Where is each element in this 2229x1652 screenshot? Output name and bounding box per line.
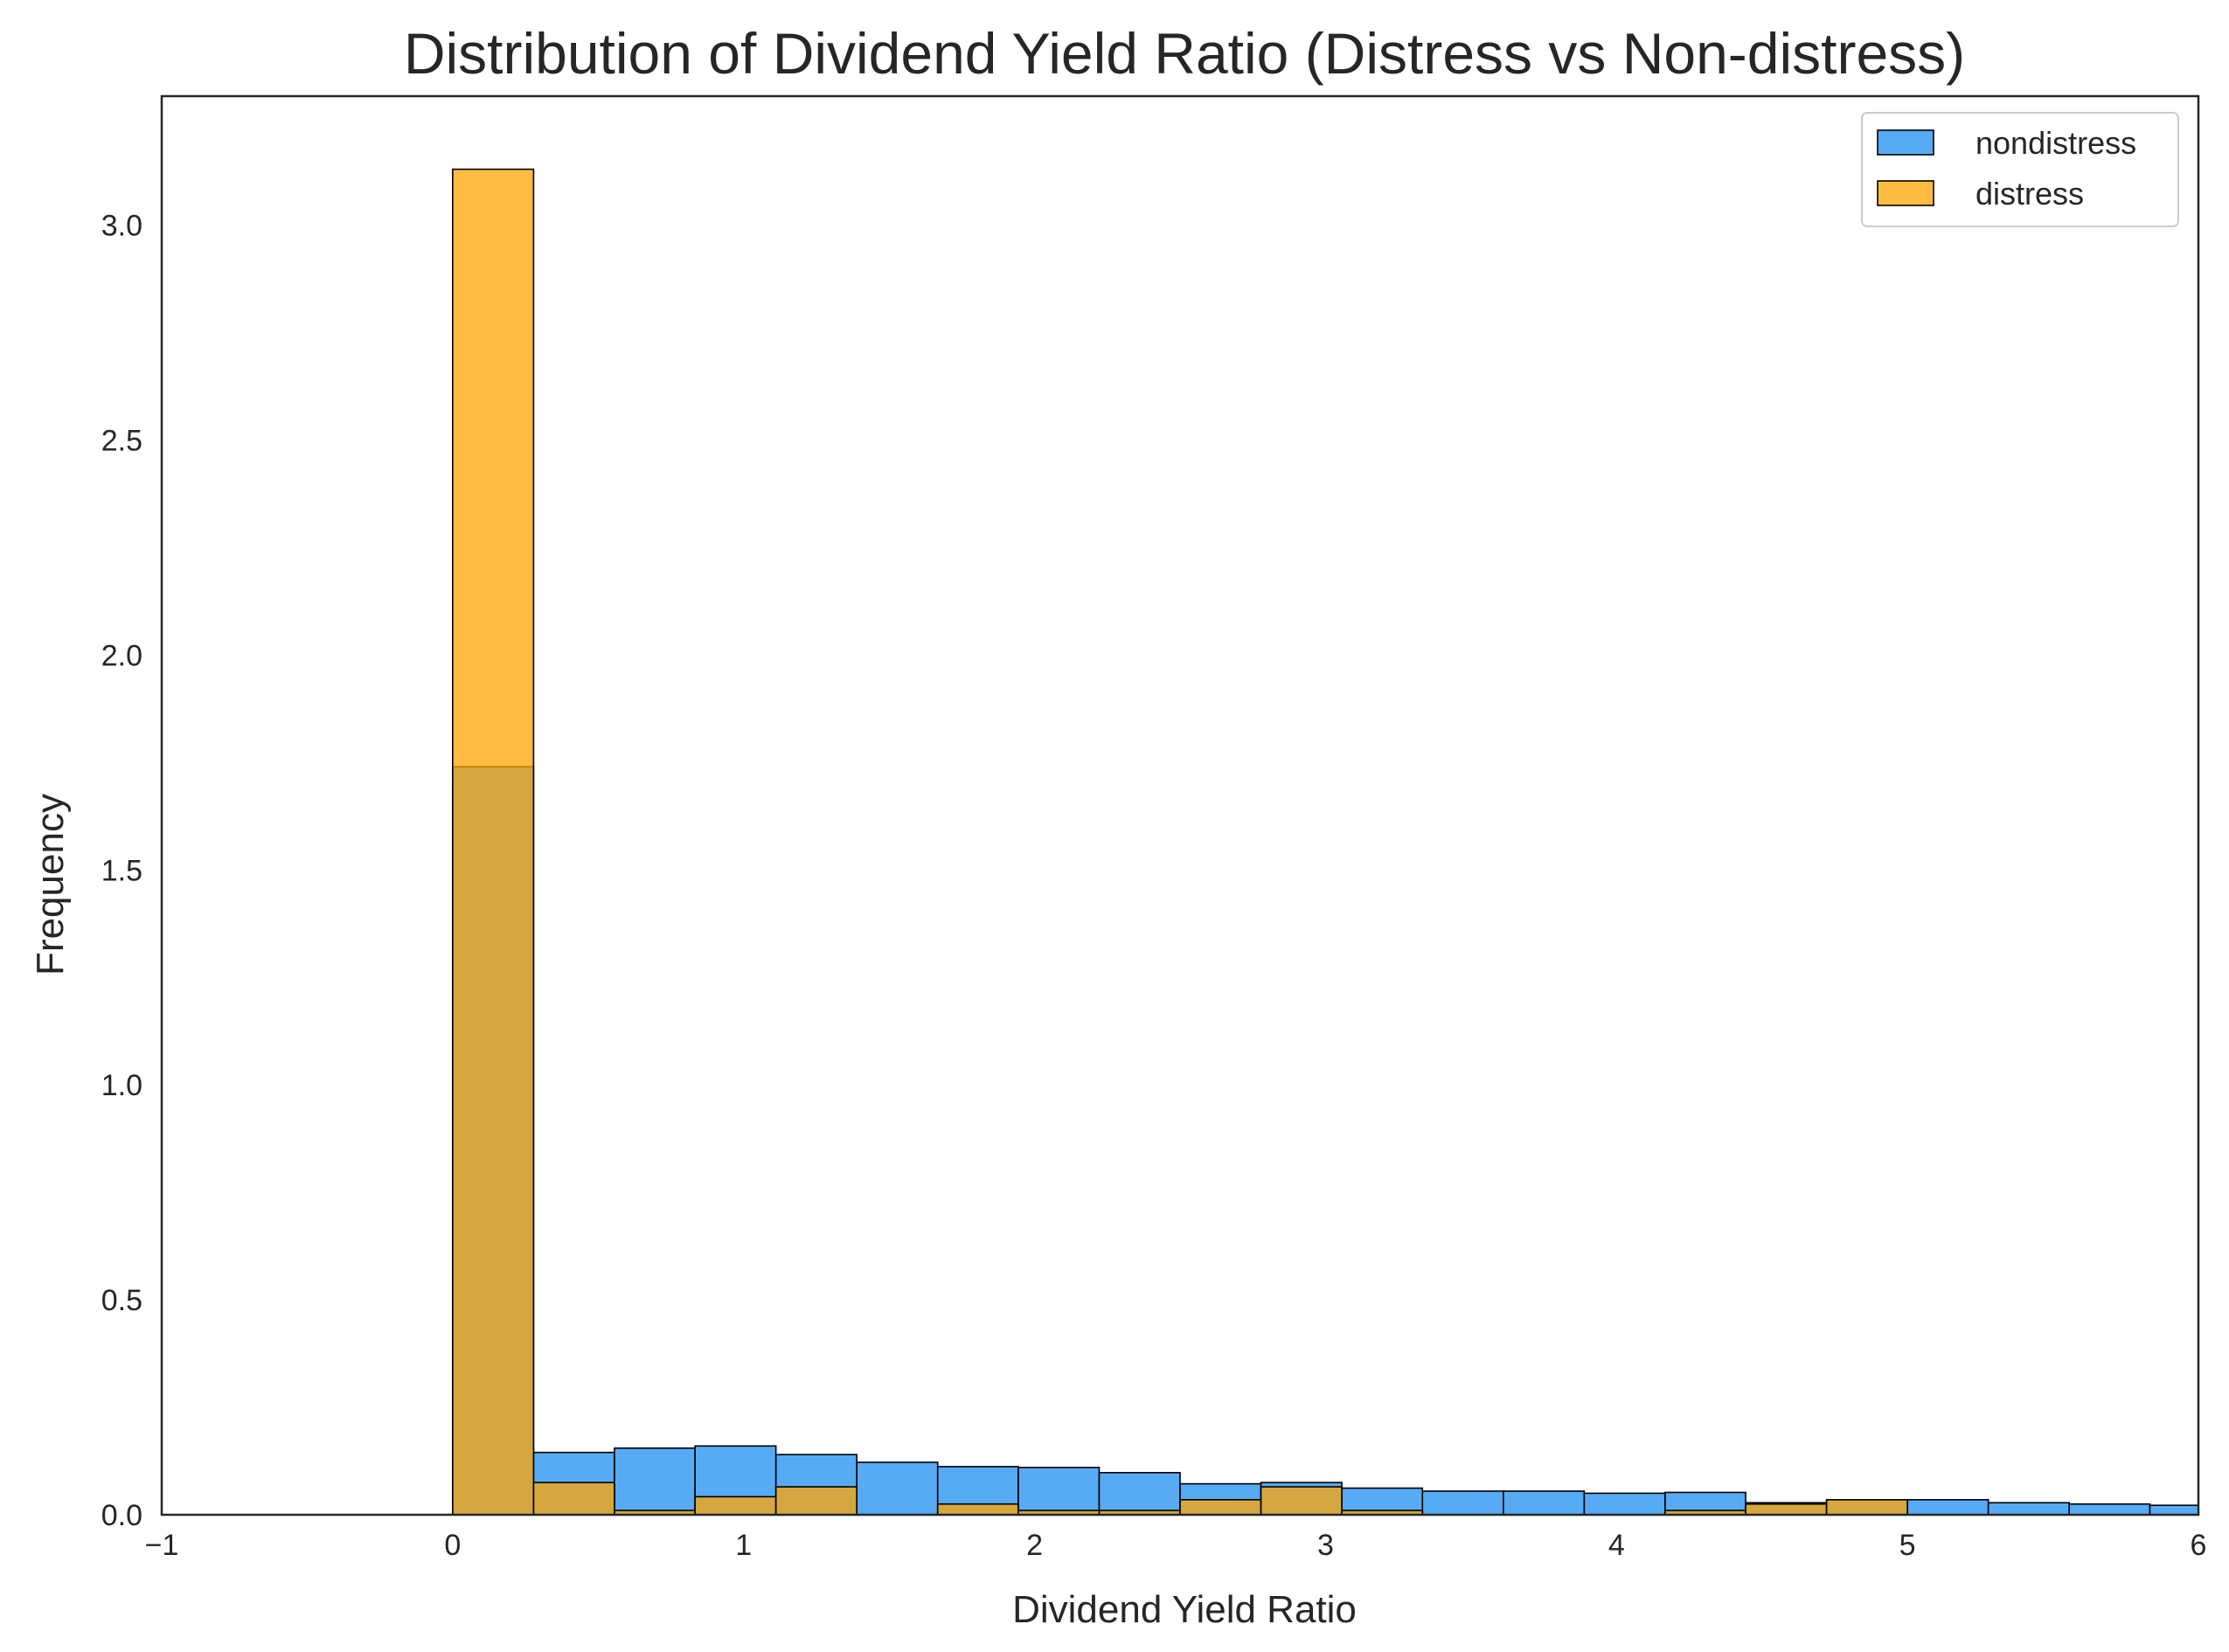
distress-bar bbox=[936, 1503, 1019, 1516]
distress-bar bbox=[774, 1486, 858, 1516]
distress-bar bbox=[1825, 1498, 1908, 1516]
distress-bar bbox=[694, 1496, 777, 1516]
legend: nondistress distress bbox=[1861, 112, 2179, 227]
y-tick-label: 3.0 bbox=[101, 210, 142, 243]
distress-bar bbox=[1179, 1498, 1262, 1516]
nondistress-bar bbox=[1987, 1502, 2071, 1516]
nondistress-bar bbox=[1583, 1492, 1666, 1516]
plot-frame bbox=[160, 94, 2200, 1517]
legend-label-distress: distress bbox=[1976, 176, 2084, 212]
nondistress-bar bbox=[1098, 1472, 1181, 1516]
x-tick-label: 3 bbox=[1317, 1529, 1334, 1562]
distress-bar bbox=[1745, 1503, 1828, 1516]
distress-bar bbox=[452, 168, 535, 1516]
y-tick-label: 2.0 bbox=[101, 639, 142, 672]
nondistress-bar bbox=[614, 1447, 696, 1516]
nondistress-bar bbox=[2068, 1503, 2151, 1516]
x-axis-label: Dividend Yield Ratio bbox=[1012, 1588, 1357, 1631]
legend-swatch-nondistress bbox=[1877, 129, 1934, 156]
x-axis-ticks: −1 0 1 2 3 4 5 6 bbox=[145, 1529, 2207, 1562]
series-distress bbox=[452, 168, 1908, 1516]
x-tick-label: 5 bbox=[1899, 1529, 1916, 1562]
y-axis-label: Frequency bbox=[29, 794, 72, 975]
x-tick-label: 2 bbox=[1026, 1529, 1043, 1562]
x-tick-label: 1 bbox=[735, 1529, 752, 1562]
nondistress-bar bbox=[1421, 1490, 1504, 1516]
legend-box bbox=[1861, 112, 2179, 227]
x-tick-label: 6 bbox=[2191, 1529, 2207, 1562]
y-tick-label: 1.5 bbox=[101, 854, 142, 887]
nondistress-bar bbox=[1906, 1498, 1989, 1516]
y-tick-label: 1.0 bbox=[101, 1069, 142, 1102]
y-tick-label: 2.5 bbox=[101, 424, 142, 457]
y-tick-label: 0.0 bbox=[101, 1499, 142, 1532]
x-tick-label: −1 bbox=[145, 1529, 179, 1562]
legend-items: nondistress distress bbox=[1877, 125, 2136, 212]
y-tick-label: 0.5 bbox=[101, 1284, 142, 1317]
nondistress-bar bbox=[1017, 1467, 1101, 1516]
distress-bar bbox=[1260, 1486, 1343, 1516]
distress-bar bbox=[532, 1482, 615, 1516]
legend-label-nondistress: nondistress bbox=[1976, 125, 2136, 161]
nondistress-bar bbox=[1503, 1490, 1586, 1516]
bars-layer bbox=[162, 168, 2199, 1516]
legend-swatch-distress bbox=[1877, 180, 1934, 206]
plot-area bbox=[160, 94, 2200, 1517]
x-tick-label: 0 bbox=[444, 1529, 461, 1562]
y-axis-ticks: 0.0 0.5 1.0 1.5 2.0 2.5 3.0 bbox=[101, 210, 142, 1532]
chart-title: Distribution of Dividend Yield Ratio (Di… bbox=[404, 21, 1965, 86]
nondistress-bar bbox=[2149, 1504, 2199, 1516]
nondistress-bar bbox=[856, 1461, 939, 1516]
x-tick-label: 4 bbox=[1608, 1529, 1625, 1562]
